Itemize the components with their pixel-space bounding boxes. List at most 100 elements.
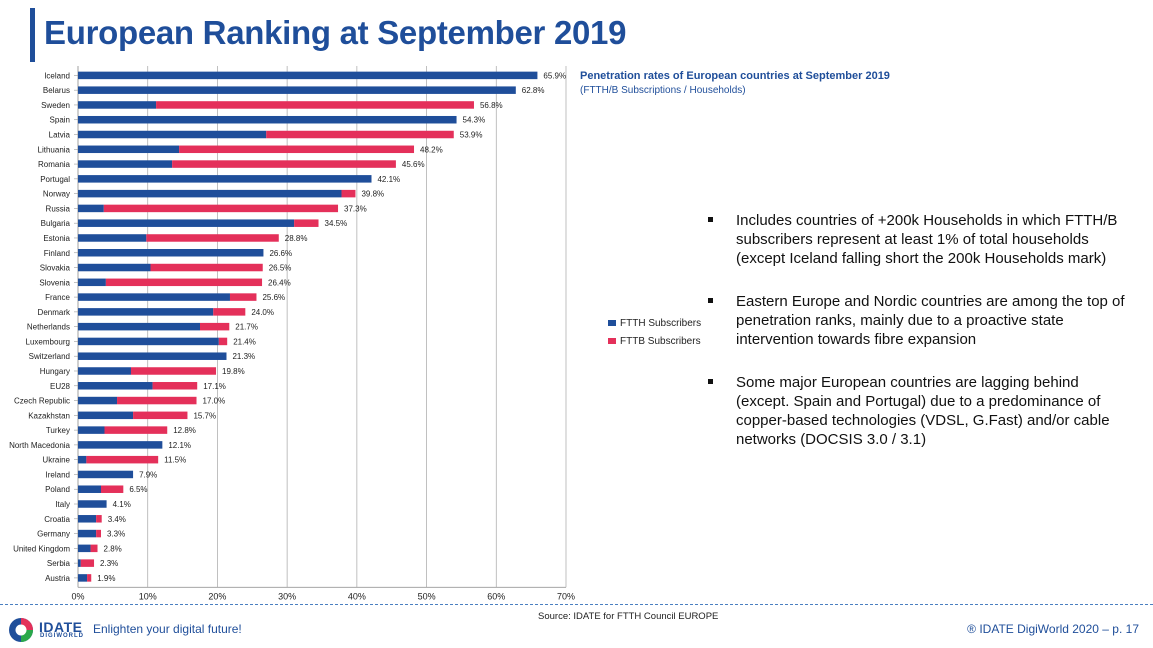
bar-fttb [117,396,197,405]
data-label: 21.3% [232,352,255,361]
data-label: 62.8% [522,86,545,95]
bar-ftth [78,574,88,582]
source-note: Source: IDATE for FTTH Council EUROPE [538,611,719,622]
category-label: Germany [37,530,70,539]
bar-fttb [213,308,246,316]
bar-ftth [78,308,214,316]
data-label: 15.7% [193,411,216,420]
data-label: 34.5% [325,219,348,228]
bar-ftth [78,249,264,257]
category-label: Sweden [41,101,70,110]
bar-ftth [78,175,372,183]
data-label: 37.3% [344,204,367,213]
legend-swatch-fttb [608,338,616,344]
bullet-item: Some major European countries are laggin… [706,373,1136,449]
bullet-text: Eastern Europe and Nordic countries are … [736,293,1125,348]
chart-legend: FTTH Subscribers FTTB Subscribers [608,314,701,350]
category-label: Netherlands [27,323,70,332]
bar-ftth [78,204,104,213]
category-label: Latvia [49,131,71,140]
category-label: Lithuania [38,145,71,154]
idate-logo-icon [9,618,33,642]
bullet-item: Eastern Europe and Nordic countries are … [706,292,1136,349]
bar-fttb [104,426,168,434]
footer-tagline: Enlighten your digital future! [93,622,242,636]
bar-ftth [78,130,267,139]
data-label: 25.6% [262,293,285,302]
data-label: 48.2% [420,145,443,154]
category-label: North Macedonia [9,441,70,450]
data-label: 17.0% [203,397,226,406]
category-label: Italy [55,500,70,509]
category-label: Poland [45,485,70,494]
data-label: 39.8% [361,190,384,199]
bar-ftth [78,544,91,553]
x-tick-label: 30% [278,591,296,601]
bar-ftth [78,234,147,242]
data-label: 3.4% [108,515,126,524]
category-label: Norway [43,190,70,199]
bar-ftth [78,322,200,331]
data-label: 12.8% [173,426,196,435]
x-tick-label: 70% [557,591,575,601]
data-label: 26.6% [269,249,292,258]
legend-item-fttb: FTTB Subscribers [608,332,701,350]
category-label: Slovakia [40,264,71,273]
category-label: Luxembourg [26,337,70,346]
category-label: Kazakhstan [28,411,70,420]
category-label: Finland [44,249,70,258]
data-label: 12.1% [168,441,191,450]
bar-fttb [150,263,263,272]
bar-ftth [78,189,342,198]
category-label: United Kingdom [13,544,70,553]
bar-ftth [78,101,157,109]
bar-fttb [105,278,263,287]
x-tick-label: 50% [418,591,436,601]
bar-fttb [229,293,257,301]
bar-ftth [78,86,516,94]
data-label: 45.6% [402,160,425,169]
data-label: 19.8% [222,367,245,376]
bar-fttb [146,234,279,242]
category-label: Russia [46,204,71,213]
copyright-text: ® IDATE DigiWorld 2020 [967,622,1099,636]
category-label: Turkey [46,426,70,435]
data-label: 28.8% [285,234,308,243]
data-label: 2.3% [100,559,118,568]
bar-fttb [266,130,454,139]
legend-label-ftth: FTTH Subscribers [620,317,702,329]
bar-ftth [78,529,97,538]
bar-ftth [78,485,102,493]
bar-fttb [156,101,474,109]
brand-name: IDATE [39,619,83,635]
legend-label-fttb: FTTB Subscribers [620,335,701,347]
bullet-marker [708,298,713,303]
data-label: 1.9% [97,574,115,583]
bar-fttb [130,367,217,375]
bar-ftth [78,426,105,434]
bar-ftth [78,352,227,360]
bar-ftth [78,367,131,375]
bar-fttb [80,559,95,567]
bar-chart: 0% 10% 20% 30% 40% 50% 60% 70% Iceland 65.9% Belar… [9,66,575,601]
legend-item-ftth: FTTH Subscribers [608,314,701,332]
data-label: 21.4% [233,337,256,346]
data-label: 21.7% [235,323,258,332]
bar-ftth [78,559,81,567]
bullet-list: Includes countries of +200k Households i… [706,211,1136,473]
category-label: France [45,293,70,302]
x-tick-label: 60% [487,591,505,601]
legend-swatch-ftth [608,320,616,326]
bar-ftth [78,396,118,405]
data-label: 65.9% [543,71,566,80]
slide-title: European Ranking at September 2019 [44,14,627,51]
bar-fttb [101,485,124,493]
bar-fttb [200,322,230,331]
category-label: Serbia [47,559,71,568]
bar-fttb [96,515,102,523]
x-tick-label: 20% [208,591,226,601]
category-label: Iceland [44,71,70,80]
chart-title: Penetration rates of European countries … [580,70,890,82]
bullet-text: Includes countries of +200k Households i… [736,212,1118,267]
footer-divider [0,604,1153,605]
